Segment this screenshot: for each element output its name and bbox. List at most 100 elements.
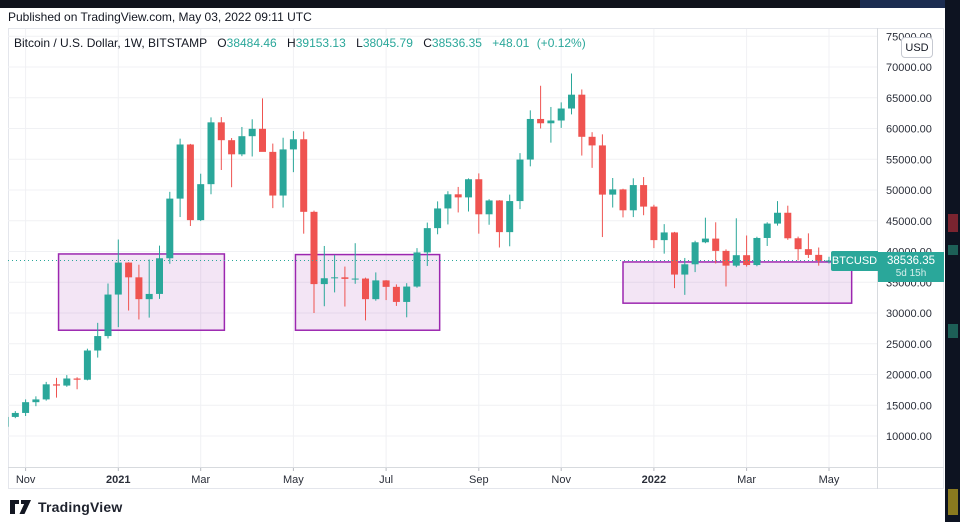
candle-body <box>372 280 380 300</box>
tradingview-logo[interactable]: TradingView <box>10 499 122 515</box>
candle-body <box>166 198 174 259</box>
top-strip-accent <box>860 0 946 8</box>
background-candle-fragment <box>948 324 958 338</box>
candle-body <box>403 286 411 302</box>
tradingview-logo-text: TradingView <box>38 499 123 515</box>
candle-body <box>331 277 339 279</box>
price-axis-label[interactable]: 15000.00 <box>886 400 932 412</box>
candle-body <box>228 140 236 155</box>
currency-unit-button[interactable]: USD <box>901 37 933 58</box>
candle-body <box>104 294 112 337</box>
candle-body <box>516 159 524 202</box>
candle-body <box>815 254 823 261</box>
candle-body <box>351 278 359 280</box>
candle-body <box>341 277 349 279</box>
candle-body <box>362 278 369 300</box>
candle-body <box>63 378 71 386</box>
symbol-title[interactable]: Bitcoin / U.S. Dollar, 1W, BITSTAMP <box>14 36 207 50</box>
candle-body <box>434 208 442 229</box>
candle-body <box>681 264 689 275</box>
candle-body <box>753 237 761 266</box>
candle-body <box>444 194 452 209</box>
time-axis-label[interactable]: 2022 <box>642 474 666 486</box>
candle-body <box>259 128 266 152</box>
price-axis-label[interactable]: 45000.00 <box>886 216 932 228</box>
price-axis-label[interactable]: 70000.00 <box>886 62 932 74</box>
support-zone-box[interactable] <box>622 261 853 304</box>
candle-body <box>22 402 30 413</box>
candle-body <box>300 139 308 212</box>
candle-body <box>125 262 133 278</box>
candle-body <box>382 280 390 287</box>
candle-body <box>547 120 555 124</box>
published-caption: Published on TradingView.com, May 03, 20… <box>8 10 312 24</box>
symbol-price-tag: BTCUSD <box>831 250 878 271</box>
candle-body <box>392 286 400 302</box>
time-axis-label[interactable]: Mar <box>737 474 756 486</box>
candle-body <box>11 412 19 417</box>
time-axis-label[interactable]: Nov <box>16 474 36 486</box>
time-axis-label[interactable]: Jul <box>379 474 393 486</box>
low-value: 38045.79 <box>362 36 413 50</box>
candle-body <box>763 223 771 238</box>
candle-body <box>310 211 318 285</box>
last-price-axis-label: 38536.35 5d 15h <box>878 251 944 282</box>
price-axis-label[interactable]: 65000.00 <box>886 93 932 105</box>
candle-body <box>145 293 153 300</box>
candle-body <box>207 122 215 185</box>
time-axis-label[interactable]: Nov <box>551 474 571 486</box>
tradingview-logo-icon <box>10 500 31 514</box>
change-value: +48.01 <box>492 36 530 50</box>
time-axis-label[interactable]: Mar <box>191 474 210 486</box>
candle-body <box>8 416 9 427</box>
open-label: O <box>217 36 227 50</box>
candle-body <box>186 144 194 221</box>
candle-body <box>176 144 184 199</box>
background-candle-fragment <box>948 214 958 232</box>
change-percent: (+0.12%) <box>536 36 586 50</box>
time-axis-label[interactable]: 2021 <box>106 474 130 486</box>
candle-body <box>423 228 431 253</box>
candle-body <box>701 238 709 243</box>
symbol-header: Bitcoin / U.S. Dollar, 1W, BITSTAMP O384… <box>14 36 586 50</box>
candle-body <box>114 262 122 295</box>
candlestick-chart-canvas[interactable]: 10000.00 15000.00 20000.00 25000.00 30000.00… <box>8 28 945 489</box>
candle-body <box>42 384 50 400</box>
candle-countdown: 5d 15h <box>895 267 927 279</box>
top-dark-strip <box>0 0 960 8</box>
time-axis-label[interactable]: May <box>283 474 304 486</box>
candle-body <box>156 258 163 294</box>
candle-body <box>743 255 751 266</box>
price-axis-label[interactable]: 20000.00 <box>886 370 932 382</box>
price-axis-label[interactable]: 30000.00 <box>886 308 932 320</box>
candle-body <box>588 136 596 146</box>
chart-frame <box>8 28 944 489</box>
open-value: 38484.46 <box>226 36 277 50</box>
candle-body <box>568 94 575 109</box>
low-label: L <box>356 36 363 50</box>
price-axis-label[interactable]: 60000.00 <box>886 124 932 136</box>
price-axis-label[interactable]: 55000.00 <box>886 154 932 166</box>
price-axis-label[interactable]: 25000.00 <box>886 339 932 351</box>
candle-body <box>784 212 792 239</box>
high-label: H <box>287 36 296 50</box>
candle-body <box>197 184 205 221</box>
close-label: C <box>423 36 432 50</box>
candle-body <box>650 206 658 241</box>
candle-body <box>32 399 40 403</box>
candle-body <box>506 201 514 233</box>
candle-body <box>660 232 668 241</box>
time-axis-label[interactable]: May <box>819 474 840 486</box>
price-axis-label[interactable]: 50000.00 <box>886 185 932 197</box>
candle-body <box>465 179 472 198</box>
candles-group <box>8 73 833 427</box>
price-axis-label[interactable]: 10000.00 <box>886 431 932 443</box>
candle-body <box>578 94 586 137</box>
candle-body <box>413 252 421 287</box>
time-axis-label[interactable]: Sep <box>469 474 489 486</box>
candle-body <box>722 250 730 266</box>
candle-body <box>475 179 483 215</box>
candle-body <box>537 118 545 124</box>
candle-body <box>598 145 606 195</box>
